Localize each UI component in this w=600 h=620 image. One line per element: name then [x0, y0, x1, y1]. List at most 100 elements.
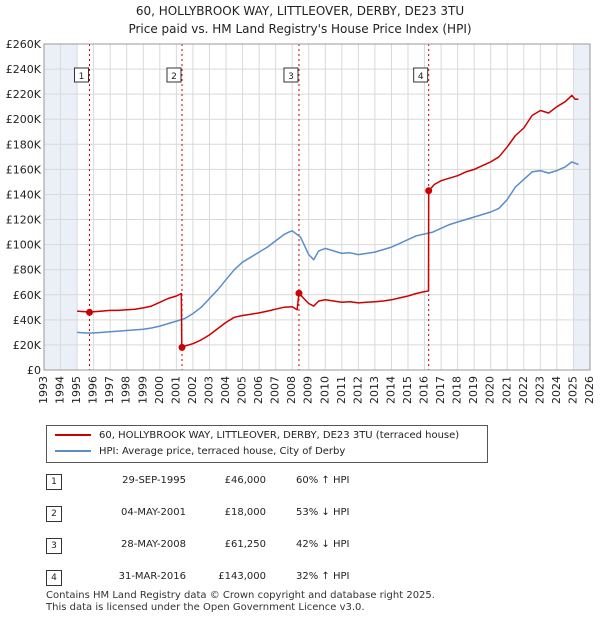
x-tick-label: 1998	[120, 376, 133, 404]
sale-label: 4	[418, 72, 424, 82]
table-row: 1 29-SEP-1995 £46,000 60% ↑ HPI	[46, 472, 566, 492]
sale-label: 1	[79, 72, 85, 82]
x-tick-label: 2016	[418, 376, 431, 404]
legend-swatch-hpi	[55, 450, 91, 452]
footer-copyright: Contains HM Land Registry data © Crown c…	[46, 590, 435, 601]
y-tick-label: £140K	[6, 188, 42, 201]
sale-labels: 1 2 3 4	[74, 67, 429, 83]
legend-item-price: 60, HOLLYBROOK WAY, LITTLEOVER, DERBY, D…	[55, 428, 459, 444]
row-date: 29-SEP-1995	[122, 475, 186, 486]
row-price: £18,000	[224, 507, 266, 518]
sale-label: 3	[288, 72, 294, 82]
x-tick-label: 2010	[318, 376, 331, 404]
sale-point	[86, 308, 93, 316]
x-tick-label: 2014	[384, 376, 397, 404]
row-number-badge: 2	[46, 506, 62, 522]
sale-label-box	[283, 67, 299, 83]
series-lines	[77, 94, 579, 349]
x-tick-label: 2003	[202, 376, 215, 404]
y-tick-label: £180K	[6, 138, 42, 151]
x-tick-label: 2022	[517, 376, 530, 404]
table-row: 4 31-MAR-2016 £143,000 32% ↑ HPI	[46, 568, 566, 588]
x-tick-label: 1999	[136, 376, 149, 404]
sale-point	[295, 289, 303, 297]
x-tick-label: 2013	[368, 376, 381, 404]
x-tick-label: 2024	[550, 376, 563, 404]
table-row: 2 04-MAY-2001 £18,000 53% ↓ HPI	[46, 504, 566, 524]
row-hpi-change: 32% ↑ HPI	[296, 571, 350, 582]
y-tick-label: £20K	[13, 339, 42, 352]
x-tick-label: 2018	[451, 376, 464, 404]
footer-license: This data is licensed under the Open Gov…	[46, 602, 365, 613]
row-hpi-change: 60% ↑ HPI	[296, 475, 350, 486]
grid	[43, 43, 591, 371]
sale-label-box	[413, 67, 429, 83]
shaded-ranges	[44, 44, 590, 370]
x-tick-label: 2015	[401, 376, 414, 404]
sale-point	[178, 343, 186, 351]
x-tick-label: 2023	[533, 376, 546, 404]
hpi-line	[77, 161, 579, 334]
legend-swatch-price	[55, 434, 91, 436]
x-tick-label: 2007	[269, 376, 282, 404]
row-date: 31-MAR-2016	[118, 571, 186, 582]
x-tick-label: 2025	[566, 376, 579, 404]
y-tick-label: £40K	[13, 314, 42, 327]
x-tick-label: 2004	[219, 376, 232, 404]
x-tick-label: 2005	[236, 376, 249, 404]
plot-background	[44, 44, 590, 370]
x-tick-label: 2000	[153, 376, 166, 404]
row-number-badge: 4	[46, 570, 62, 586]
y-tick-label: £60K	[13, 289, 42, 302]
x-tick-label: 2009	[302, 376, 315, 404]
legend-label-price: 60, HOLLYBROOK WAY, LITTLEOVER, DERBY, D…	[99, 430, 460, 441]
shaded-range	[573, 44, 590, 370]
y-tick-label: £0	[27, 364, 41, 377]
x-tick-label: 2011	[335, 376, 348, 404]
row-price: £46,000	[224, 475, 266, 486]
sale-point	[425, 187, 433, 195]
title-subtitle: Price paid vs. HM Land Registry's House …	[128, 22, 472, 36]
plot-border	[43, 43, 591, 371]
table-row: 3 28-MAY-2008 £61,250 42% ↓ HPI	[46, 536, 566, 556]
x-tick-label: 1997	[103, 376, 116, 404]
legend-item-hpi: HPI: Average price, terraced house, City…	[55, 444, 345, 460]
y-tick-label: £220K	[6, 88, 42, 101]
x-tick-label: 2021	[500, 376, 513, 404]
chart-title: 60, HOLLYBROOK WAY, LITTLEOVER, DERBY, D…	[0, 2, 600, 38]
x-tick-label: 1994	[54, 376, 67, 404]
legend-label-hpi: HPI: Average price, terraced house, City…	[99, 446, 346, 457]
x-tick-label: 2026	[583, 376, 596, 404]
axes: £0 £20K £40K £60K £80K £100K £120K £140K £160K £1…	[6, 38, 596, 404]
price-chart: £0 £20K £40K £60K £80K £100K £120K £140K £160K £1…	[6, 38, 596, 404]
row-price: £61,250	[224, 539, 266, 550]
row-date: 04-MAY-2001	[120, 507, 186, 518]
x-tick-label: 2020	[484, 376, 497, 404]
row-price: £143,000	[218, 571, 266, 582]
row-number-badge: 1	[46, 474, 62, 490]
row-hpi-change: 53% ↓ HPI	[296, 507, 350, 518]
x-tick-label: 2019	[467, 376, 480, 404]
y-tick-label: £200K	[6, 113, 42, 126]
title-address: 60, HOLLYBROOK WAY, LITTLEOVER, DERBY, D…	[135, 4, 465, 18]
x-tick-label: 2008	[285, 376, 298, 404]
x-tick-label: 2002	[186, 376, 199, 404]
sale-label-box	[166, 67, 182, 83]
y-tick-label: £120K	[6, 214, 42, 227]
x-tick-label: 2006	[252, 376, 265, 404]
x-tick-label: 1996	[87, 376, 100, 404]
row-date: 28-MAY-2008	[120, 539, 186, 550]
sale-label: 2	[171, 72, 177, 82]
sale-points	[86, 187, 433, 351]
legend: 60, HOLLYBROOK WAY, LITTLEOVER, DERBY, D…	[46, 425, 488, 463]
x-tick-label: 2012	[351, 376, 364, 404]
x-tick-label: 2001	[169, 376, 182, 404]
x-tick-label: 2017	[434, 376, 447, 404]
price-paid-line	[77, 94, 579, 349]
y-tick-label: £240K	[6, 63, 42, 76]
footer: Contains HM Land Registry data © Crown c…	[46, 590, 435, 614]
x-tick-label: 1993	[37, 376, 50, 404]
y-tick-label: £160K	[6, 163, 42, 176]
y-tick-label: £80K	[13, 264, 42, 277]
y-tick-label: £100K	[6, 239, 42, 252]
